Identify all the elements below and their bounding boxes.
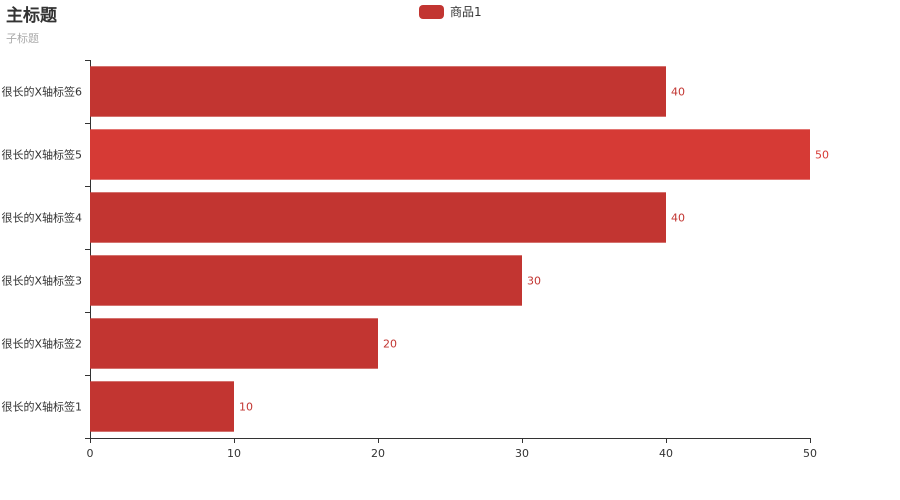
x-tick-label: 40 bbox=[659, 447, 673, 460]
y-tick-label: 很长的X轴标签2 bbox=[1, 337, 82, 351]
legend[interactable]: 商品1 bbox=[419, 3, 482, 20]
chart-title: 主标题 bbox=[6, 6, 57, 26]
data-label: 20 bbox=[383, 338, 397, 351]
bar[interactable] bbox=[90, 255, 522, 306]
chart-subtitle: 子标题 bbox=[6, 32, 39, 45]
bar[interactable] bbox=[90, 381, 234, 432]
legend-label: 商品1 bbox=[450, 5, 482, 19]
x-tick-label: 30 bbox=[515, 447, 529, 460]
bar[interactable] bbox=[90, 318, 378, 369]
y-tick-label: 很长的X轴标签1 bbox=[1, 400, 82, 414]
y-tick-label: 很长的X轴标签3 bbox=[1, 274, 82, 288]
x-tick-label: 10 bbox=[227, 447, 241, 460]
data-label: 50 bbox=[815, 149, 829, 162]
y-tick-label: 很长的X轴标签4 bbox=[1, 211, 82, 225]
bar[interactable] bbox=[90, 66, 666, 117]
x-tick-label: 0 bbox=[87, 447, 94, 460]
legend-swatch bbox=[419, 4, 444, 19]
bar[interactable] bbox=[90, 129, 810, 180]
data-label: 10 bbox=[239, 401, 253, 414]
data-label: 40 bbox=[671, 86, 685, 99]
bar[interactable] bbox=[90, 192, 666, 243]
y-tick-label: 很长的X轴标签6 bbox=[1, 85, 82, 99]
x-tick-label: 50 bbox=[803, 447, 817, 460]
x-tick-label: 20 bbox=[371, 447, 385, 460]
y-tick-label: 很长的X轴标签5 bbox=[1, 148, 82, 162]
data-label: 40 bbox=[671, 212, 685, 225]
data-label: 30 bbox=[527, 275, 541, 288]
